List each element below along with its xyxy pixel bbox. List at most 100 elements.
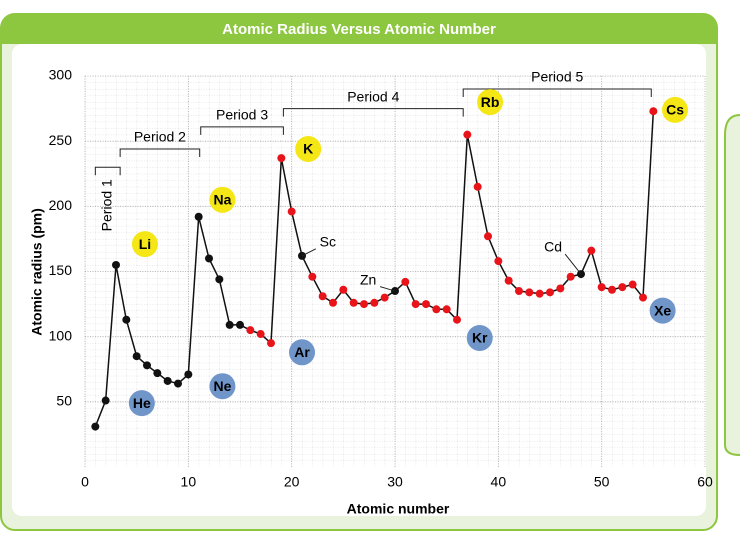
x-tick-label: 30 — [387, 474, 403, 490]
element-label: Na — [213, 192, 231, 208]
data-point — [194, 212, 203, 221]
data-point — [597, 283, 606, 292]
element-label: Ar — [294, 344, 310, 360]
element-badge — [131, 231, 158, 258]
data-point — [91, 422, 100, 431]
x-tick-label: 50 — [594, 474, 610, 490]
element-badge — [209, 186, 236, 213]
data-point — [411, 300, 420, 309]
y-tick-label: 300 — [49, 67, 73, 83]
period-bracket — [282, 108, 464, 117]
data-point — [318, 292, 327, 301]
element-badge — [466, 324, 493, 351]
leader-line — [301, 248, 317, 257]
header-bar — [1, 14, 717, 44]
data-point — [401, 277, 410, 286]
data-point — [339, 285, 348, 294]
y-tick-label: 50 — [56, 393, 72, 409]
y-axis-title: Atomic radius (pm) — [29, 208, 45, 336]
x-tick-label: 10 — [181, 474, 197, 490]
data-point — [525, 288, 534, 297]
element-badge — [128, 390, 155, 417]
data-point — [174, 379, 182, 388]
leader-line — [564, 253, 582, 275]
leader-line — [379, 286, 396, 292]
chart-title: Atomic Radius Versus Atomic Number — [222, 21, 496, 38]
x-tick-label: 0 — [81, 474, 89, 490]
data-point — [215, 275, 224, 284]
data-point — [515, 287, 523, 296]
x-tick-label: 60 — [697, 474, 713, 490]
element-label: Rb — [481, 94, 500, 110]
data-point — [205, 254, 213, 263]
x-tick-label: 20 — [284, 474, 300, 490]
data-point — [422, 300, 430, 309]
data-point — [163, 376, 172, 385]
period-label: Period 1 — [98, 179, 114, 231]
data-point — [308, 272, 317, 281]
period-label: Period 4 — [347, 88, 399, 104]
period-label: Period 2 — [134, 129, 186, 145]
side-panel — [724, 114, 741, 456]
y-tick-label: 200 — [49, 197, 73, 213]
data-point — [225, 320, 234, 329]
data-point — [649, 107, 658, 116]
element-badge — [662, 96, 689, 123]
element-label: Xe — [654, 302, 671, 318]
data-point — [236, 320, 244, 329]
data-point — [639, 293, 647, 302]
period-bracket — [119, 148, 201, 157]
data-point — [628, 280, 637, 289]
data-point — [484, 232, 492, 241]
data-point — [153, 369, 162, 378]
element-label: Ne — [213, 378, 231, 394]
element-badge — [209, 373, 236, 400]
period-bracket — [462, 88, 652, 98]
element-badge — [649, 297, 676, 324]
data-point — [380, 293, 389, 302]
period-label: Period 5 — [531, 69, 583, 85]
data-point — [349, 298, 358, 307]
data-point — [535, 289, 544, 298]
element-label: Cs — [666, 102, 684, 118]
data-point — [132, 352, 141, 361]
data-point — [329, 298, 337, 307]
data-point — [442, 305, 451, 314]
data-point — [256, 330, 265, 339]
y-tick-label: 100 — [49, 327, 73, 343]
y-tick-label: 150 — [49, 262, 73, 278]
x-axis-title: Atomic number — [347, 501, 450, 517]
element-label: Kr — [472, 330, 488, 346]
x-tick-label: 40 — [491, 474, 507, 490]
data-point — [143, 361, 151, 370]
annotation: Zn — [360, 271, 376, 287]
data-point — [287, 207, 296, 216]
data-point — [618, 283, 627, 292]
annotation: Cd — [544, 239, 562, 255]
data-point — [587, 246, 596, 255]
period-bracket — [94, 166, 121, 176]
data-point — [504, 276, 513, 285]
y-tick-label: 250 — [49, 132, 73, 148]
data-point — [556, 284, 565, 293]
period-label: Period 3 — [216, 107, 268, 123]
data-point — [246, 326, 255, 335]
data-point — [494, 257, 503, 266]
annotation: Sc — [320, 234, 336, 250]
data-point — [112, 260, 120, 269]
element-badge — [289, 339, 315, 366]
period-bracket — [200, 126, 284, 135]
data-point — [453, 315, 461, 324]
data-point — [101, 396, 110, 405]
element-badge — [477, 89, 504, 116]
data-point — [122, 315, 131, 324]
data-point — [473, 182, 482, 191]
data-point — [267, 339, 275, 348]
data-point — [546, 288, 554, 297]
data-point — [432, 305, 441, 314]
data-point — [566, 272, 575, 281]
data-point — [370, 298, 379, 307]
data-point — [608, 285, 616, 294]
